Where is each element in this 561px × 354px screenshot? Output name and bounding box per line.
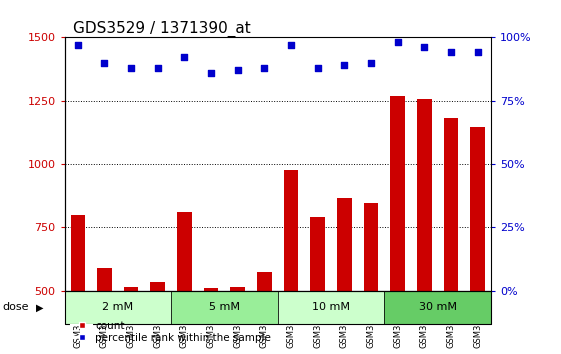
Point xyxy=(153,65,162,70)
Point xyxy=(206,70,215,75)
Point xyxy=(473,50,482,55)
Bar xyxy=(310,217,325,291)
Bar xyxy=(177,212,192,291)
Point xyxy=(340,62,349,68)
Bar xyxy=(231,287,245,291)
Bar xyxy=(337,198,352,291)
Text: 2 mM: 2 mM xyxy=(102,302,134,313)
Point xyxy=(287,42,296,48)
Bar xyxy=(65,291,171,324)
Bar xyxy=(71,215,85,291)
Point xyxy=(180,55,189,60)
Bar xyxy=(284,170,298,291)
Bar xyxy=(384,291,491,324)
Bar xyxy=(278,291,384,324)
Point xyxy=(393,39,402,45)
Point xyxy=(447,50,456,55)
Bar xyxy=(204,289,218,291)
Text: dose: dose xyxy=(3,302,29,313)
Bar xyxy=(470,127,485,291)
Bar xyxy=(97,268,112,291)
Bar xyxy=(124,287,139,291)
Point xyxy=(366,60,375,65)
Point xyxy=(73,42,82,48)
Point xyxy=(127,65,136,70)
Point xyxy=(313,65,322,70)
Bar xyxy=(171,291,278,324)
Bar xyxy=(444,118,458,291)
Text: 5 mM: 5 mM xyxy=(209,302,240,313)
Bar xyxy=(257,272,272,291)
Text: GDS3529 / 1371390_at: GDS3529 / 1371390_at xyxy=(73,21,251,37)
Bar xyxy=(390,96,405,291)
Text: ▶: ▶ xyxy=(36,302,44,313)
Point xyxy=(420,45,429,50)
Point xyxy=(100,60,109,65)
Text: 30 mM: 30 mM xyxy=(419,302,457,313)
Point xyxy=(260,65,269,70)
Text: 10 mM: 10 mM xyxy=(312,302,350,313)
Point xyxy=(233,67,242,73)
Bar xyxy=(364,204,378,291)
Legend: count, percentile rank within the sample: count, percentile rank within the sample xyxy=(67,316,275,347)
Bar xyxy=(417,99,431,291)
Bar xyxy=(150,282,165,291)
